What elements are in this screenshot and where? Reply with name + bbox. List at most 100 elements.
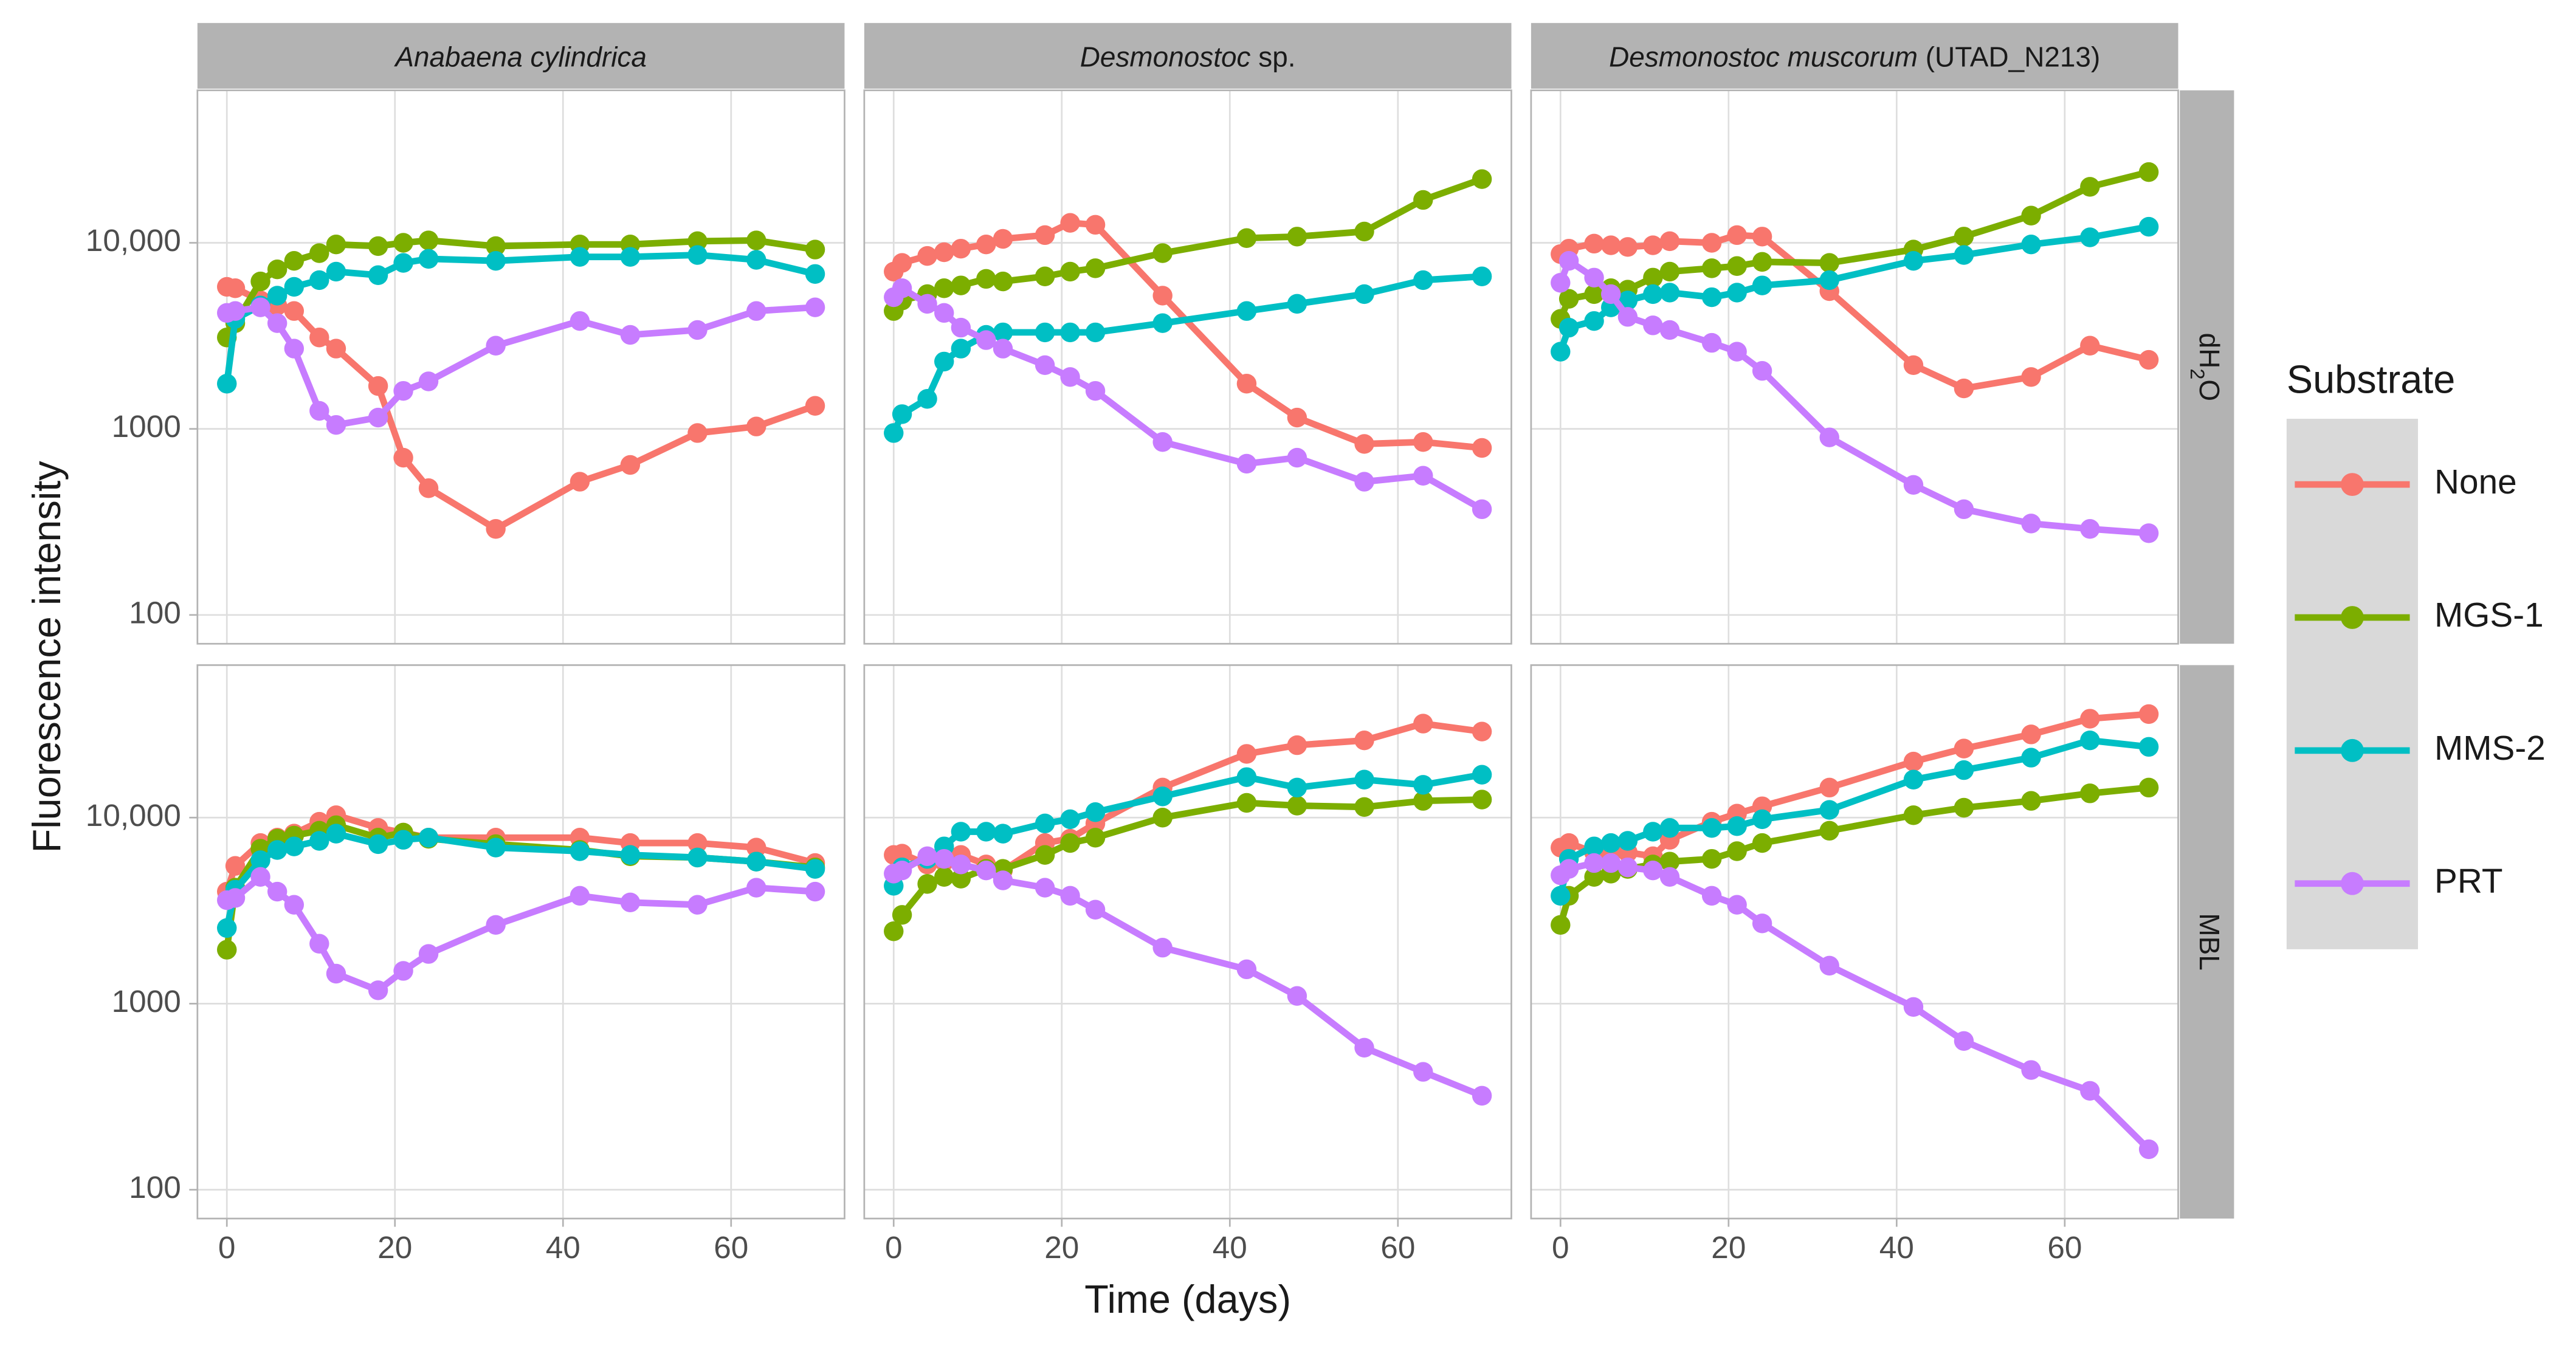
data-point: [993, 824, 1013, 844]
data-point: [1354, 221, 1374, 242]
legend-key-point: [2341, 872, 2364, 895]
data-point: [1727, 816, 1747, 836]
legend-key-point: [2341, 738, 2364, 762]
data-point: [1659, 851, 1680, 872]
data-point: [1903, 997, 1924, 1017]
data-point: [2138, 704, 2159, 724]
data-point: [934, 848, 954, 869]
data-point: [687, 320, 708, 340]
data-point: [884, 423, 904, 443]
data-point: [1727, 283, 1747, 303]
data-point: [250, 850, 270, 870]
data-point: [1903, 355, 1924, 376]
data-point: [393, 830, 413, 850]
data-point: [1584, 267, 1604, 287]
facet-name: Desmonostoc muscorum: [1609, 41, 1918, 72]
data-point: [1752, 227, 1772, 247]
panel: [1531, 90, 2178, 644]
legend-title: Substrate: [2287, 357, 2455, 402]
data-point: [1601, 833, 1621, 853]
data-point: [993, 339, 1013, 359]
data-point: [2021, 1060, 2041, 1080]
data-point: [2021, 748, 2041, 768]
facet-strip: [2180, 665, 2234, 1219]
data-point: [267, 881, 288, 902]
y-tick-label: 10,000: [86, 798, 181, 833]
data-point: [486, 250, 506, 271]
data-point: [250, 297, 270, 317]
x-axis-title: Time (days): [1084, 1277, 1291, 1321]
data-point: [1236, 744, 1257, 764]
data-point: [976, 822, 996, 842]
data-point: [1060, 886, 1080, 906]
data-point: [1472, 169, 1492, 189]
data-point: [917, 294, 937, 314]
data-point: [1287, 777, 1307, 798]
data-point: [2080, 177, 2100, 197]
data-point: [1584, 853, 1604, 873]
data-point: [570, 886, 590, 906]
data-point: [570, 841, 590, 861]
data-point: [1152, 432, 1173, 452]
data-point: [1701, 886, 1722, 906]
data-point: [1903, 805, 1924, 825]
data-point: [1701, 332, 1722, 353]
facet-strip: [1531, 22, 2178, 89]
data-point: [1413, 190, 1433, 210]
data-point: [1617, 857, 1638, 878]
data-point: [1643, 860, 1663, 881]
data-point: [687, 847, 708, 868]
data-point: [917, 874, 937, 894]
data-point: [2138, 216, 2159, 237]
x-tick-label: 20: [1044, 1230, 1079, 1265]
data-point: [393, 380, 413, 401]
data-point: [2138, 349, 2159, 370]
data-point: [1659, 320, 1680, 340]
data-point: [393, 447, 413, 468]
data-point: [1354, 472, 1374, 492]
data-point: [1085, 900, 1106, 920]
panel: [197, 665, 845, 1219]
data-point: [2080, 519, 2100, 539]
data-point: [620, 892, 641, 913]
y-tick-label: 10,000: [86, 223, 181, 258]
data-point: [309, 328, 329, 348]
data-point: [1558, 289, 1579, 309]
data-point: [1643, 284, 1663, 304]
data-point: [620, 455, 641, 475]
data-point: [1287, 227, 1307, 247]
data-point: [2021, 367, 2041, 387]
data-point: [1701, 258, 1722, 278]
data-point: [976, 860, 996, 881]
data-point: [1601, 235, 1621, 255]
data-point: [486, 236, 506, 256]
x-tick-label: 60: [714, 1230, 748, 1265]
x-tick-label: 20: [1711, 1230, 1746, 1265]
data-point: [951, 339, 971, 359]
data-point: [1584, 284, 1604, 304]
data-point: [418, 371, 439, 391]
data-point: [217, 918, 237, 938]
data-point: [1558, 317, 1579, 338]
data-point: [917, 246, 937, 266]
data-point: [368, 236, 388, 256]
data-point: [1060, 213, 1080, 233]
data-point: [1584, 233, 1604, 254]
data-point: [892, 860, 912, 881]
data-point: [1085, 322, 1106, 343]
panel-border: [1530, 664, 2179, 1220]
data-point: [1236, 767, 1257, 787]
data-point: [1551, 886, 1571, 906]
data-point: [1354, 1037, 1374, 1058]
data-point: [892, 278, 912, 298]
facet-suffix: sp.: [1258, 41, 1295, 72]
facet-strip-label: dH2O: [2186, 333, 2225, 401]
data-point: [418, 828, 439, 848]
x-tick-label: 40: [546, 1230, 580, 1265]
data-point: [993, 870, 1013, 890]
data-point: [1558, 833, 1579, 853]
data-point: [1413, 775, 1433, 795]
data-point: [2080, 709, 2100, 729]
data-point: [746, 878, 766, 898]
series-line: [226, 304, 816, 428]
